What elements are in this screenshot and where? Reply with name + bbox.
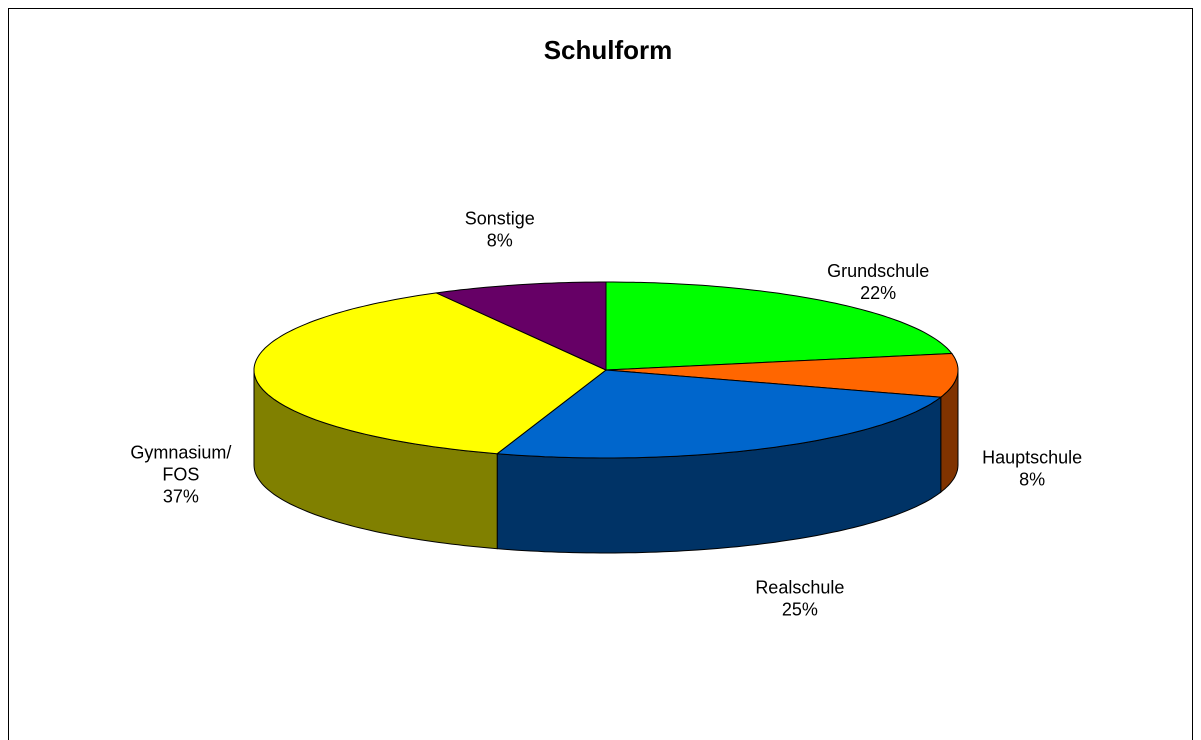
pie-slice: [495, 369, 943, 459]
data-label: Hauptschule: [982, 447, 1082, 467]
value-label: 25%: [782, 600, 818, 620]
data-label: Realschule: [755, 578, 844, 598]
slice-label: Sonstige: [465, 208, 535, 228]
data-label: Grundschule: [827, 261, 929, 281]
value-label: 22%: [860, 283, 896, 303]
slice-label: Gymnasium/: [130, 442, 231, 462]
chart-title: Schulform: [544, 35, 673, 65]
value-label: 8%: [487, 230, 513, 250]
pie-slice: [253, 292, 607, 455]
data-label: Sonstige: [465, 208, 535, 228]
slice-label: Realschule: [755, 578, 844, 598]
slice-label: Hauptschule: [982, 447, 1082, 467]
pie-slice: [434, 281, 607, 371]
data-label: Gymnasium/FOS: [130, 442, 231, 484]
slice-label: FOS: [162, 464, 199, 484]
value-label: 37%: [163, 486, 199, 506]
pie-slice: [605, 352, 959, 398]
value-label: 8%: [1019, 469, 1045, 489]
pie-slice: [605, 281, 953, 371]
slice-label: Grundschule: [827, 261, 929, 281]
